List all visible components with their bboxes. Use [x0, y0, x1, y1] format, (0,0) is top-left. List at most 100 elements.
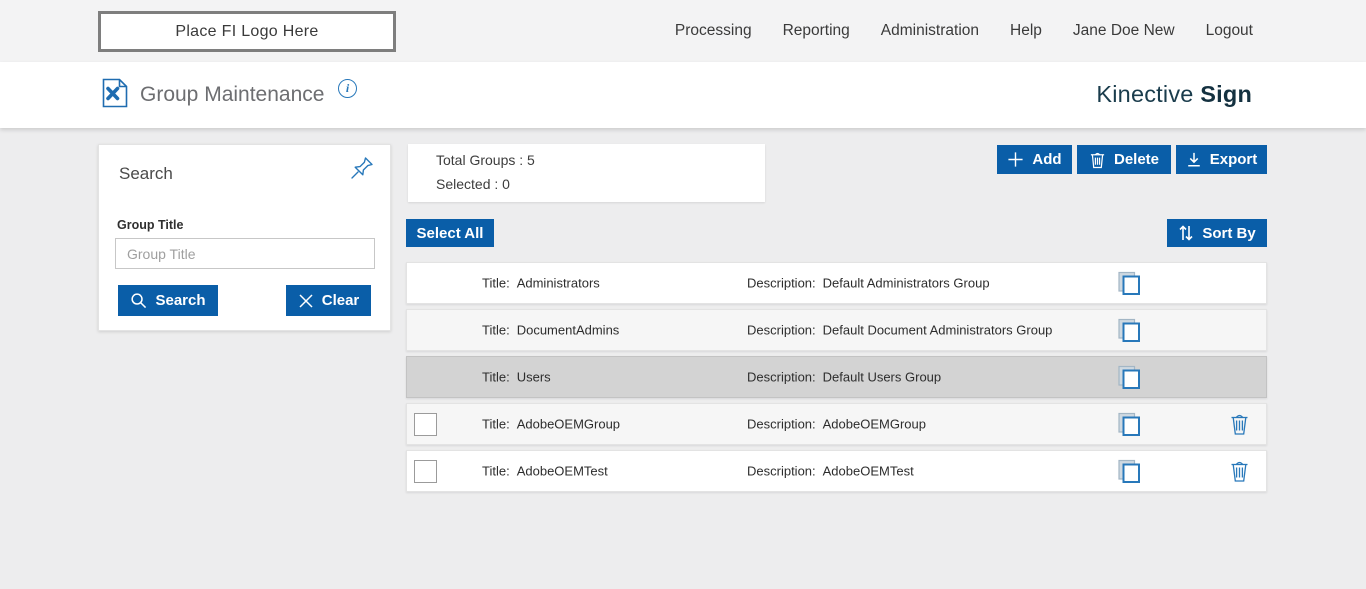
group-title-input[interactable]	[115, 238, 375, 269]
clear-button-label: Clear	[321, 292, 360, 309]
summary-box: Total Groups : 5 Selected : 0	[408, 144, 765, 202]
row-title-value: AdobeOEMTest	[516, 463, 608, 479]
trash-icon	[1231, 414, 1248, 435]
add-button-label: Add	[1032, 151, 1062, 168]
row-title-value: Users	[516, 369, 551, 385]
main-nav: Processing Reporting Administration Help…	[675, 0, 1253, 62]
search-panel-title: Search	[119, 164, 173, 183]
row-description-prefix: Description:	[747, 275, 816, 291]
row-title-prefix: Title:	[482, 463, 510, 479]
row-description-value: AdobeOEMTest	[822, 463, 914, 479]
sort-arrows-icon	[1179, 225, 1193, 241]
row-title-prefix: Title:	[482, 322, 510, 338]
row-checkbox[interactable]	[414, 413, 437, 436]
group-row[interactable]: Title: Administrators Description: Default…	[406, 262, 1267, 304]
trash-icon	[1231, 461, 1248, 482]
row-description-prefix: Description:	[747, 463, 816, 479]
total-groups-label: Total Groups :	[436, 152, 524, 168]
group-row[interactable]: Title: AdobeOEMTest Description: AdobeOEMT…	[406, 450, 1267, 492]
copy-icon	[1118, 365, 1140, 389]
nav-item-logout[interactable]: Logout	[1205, 22, 1253, 39]
row-title-value: DocumentAdmins	[516, 322, 620, 338]
row-description-value: AdobeOEMGroup	[822, 416, 926, 432]
nav-item-help[interactable]: Help	[1010, 22, 1042, 39]
top-bar: Place FI Logo Here Processing Reporting …	[0, 0, 1366, 62]
row-description-value: Default Administrators Group	[822, 275, 990, 291]
clear-button[interactable]: Clear	[286, 285, 371, 316]
sort-by-button[interactable]: Sort By	[1167, 219, 1267, 247]
row-title-cell: Title: AdobeOEMTest	[482, 464, 608, 479]
search-button-label: Search	[155, 292, 206, 309]
row-title-cell: Title: Administrators	[482, 276, 600, 291]
group-maintenance-icon	[100, 78, 129, 113]
row-title-cell: Title: Users	[482, 370, 551, 385]
row-copy-button[interactable]	[1116, 364, 1141, 390]
row-description-cell: Description: AdobeOEMTest	[747, 464, 914, 479]
group-list: Title: Administrators Description: Default…	[406, 262, 1267, 497]
row-delete-button[interactable]	[1229, 412, 1250, 436]
pin-icon[interactable]	[349, 155, 375, 186]
group-row[interactable]: Title: Users Description: Default Users Gr…	[406, 356, 1267, 398]
total-groups-line: Total Groups : 5	[436, 152, 535, 168]
row-title-prefix: Title:	[482, 369, 510, 385]
row-description-cell: Description: Default Document Administrat…	[747, 323, 1052, 338]
add-button[interactable]: Add	[997, 145, 1072, 174]
row-description-value: Default Users Group	[822, 369, 942, 385]
download-icon	[1187, 152, 1200, 167]
row-description-cell: Description: Default Users Group	[747, 370, 941, 385]
copy-icon	[1118, 412, 1140, 436]
nav-item-processing[interactable]: Processing	[674, 22, 752, 39]
delete-button-label: Delete	[1113, 151, 1160, 168]
row-description-prefix: Description:	[747, 369, 816, 385]
row-copy-button[interactable]	[1116, 411, 1141, 437]
row-title-prefix: Title:	[482, 275, 510, 291]
brand-logo: Kinective Sign	[1096, 81, 1252, 108]
row-description-cell: Description: Default Administrators Group	[747, 276, 990, 291]
selected-count-value: 0	[502, 176, 510, 192]
row-title-value: Administrators	[516, 275, 600, 291]
nav-item-reporting[interactable]: Reporting	[782, 22, 850, 39]
search-panel: Search Group Title Search Clear	[98, 144, 391, 331]
row-title-cell: Title: DocumentAdmins	[482, 323, 619, 338]
brand-name: Kinective	[1096, 81, 1194, 107]
row-delete-button[interactable]	[1229, 459, 1250, 483]
total-groups-value: 5	[527, 152, 535, 168]
fi-logo-placeholder-text: Place FI Logo Here	[175, 22, 319, 40]
row-checkbox[interactable]	[414, 460, 437, 483]
row-copy-button[interactable]	[1116, 317, 1141, 343]
copy-icon	[1118, 271, 1140, 295]
search-icon	[131, 293, 147, 309]
sort-by-button-label: Sort By	[1202, 224, 1256, 242]
row-copy-button[interactable]	[1116, 458, 1141, 484]
delete-button[interactable]: Delete	[1077, 145, 1171, 174]
fi-logo-placeholder: Place FI Logo Here	[98, 11, 396, 52]
row-description-prefix: Description:	[747, 322, 816, 338]
search-button[interactable]: Search	[118, 285, 218, 316]
brand-product: Sign	[1200, 81, 1252, 107]
nav-item-user-name[interactable]: Jane Doe New	[1072, 22, 1175, 39]
page-header: Group Maintenance i Kinective Sign	[0, 62, 1366, 128]
row-description-value: Default Document Administrators Group	[822, 322, 1053, 338]
row-description-prefix: Description:	[747, 416, 816, 432]
copy-icon	[1118, 459, 1140, 483]
row-title-prefix: Title:	[482, 416, 510, 432]
page-title: Group Maintenance	[140, 83, 325, 106]
close-icon	[299, 293, 313, 308]
row-copy-button[interactable]	[1116, 270, 1141, 296]
export-button-label: Export	[1209, 151, 1258, 168]
nav-item-administration[interactable]: Administration	[880, 22, 980, 39]
group-row[interactable]: Title: AdobeOEMGroup Description: AdobeOEM…	[406, 403, 1267, 445]
row-title-value: AdobeOEMGroup	[516, 416, 621, 432]
selected-count-label: Selected :	[436, 176, 499, 192]
plus-icon	[1008, 152, 1023, 167]
row-title-cell: Title: AdobeOEMGroup	[482, 417, 620, 432]
copy-icon	[1118, 318, 1140, 342]
select-all-button[interactable]: Select All	[406, 219, 494, 247]
group-title-label: Group Title	[117, 218, 184, 232]
info-icon[interactable]: i	[338, 79, 357, 98]
export-button[interactable]: Export	[1176, 145, 1267, 174]
trash-icon	[1090, 152, 1105, 169]
row-description-cell: Description: AdobeOEMGroup	[747, 417, 926, 432]
group-row[interactable]: Title: DocumentAdmins Description: Default…	[406, 309, 1267, 351]
